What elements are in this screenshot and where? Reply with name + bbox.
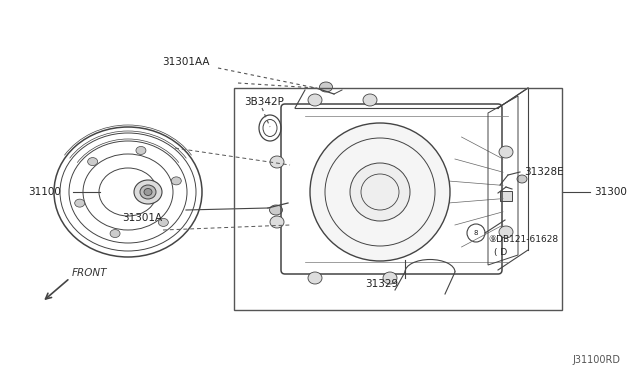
Ellipse shape	[136, 147, 146, 154]
Ellipse shape	[499, 226, 513, 238]
Ellipse shape	[308, 94, 322, 106]
Text: 31100: 31100	[28, 187, 61, 197]
Text: 31301A: 31301A	[122, 213, 162, 223]
Ellipse shape	[270, 216, 284, 228]
Text: 3B342P: 3B342P	[244, 97, 284, 107]
Text: 8: 8	[474, 230, 478, 236]
Ellipse shape	[140, 185, 156, 199]
Ellipse shape	[383, 272, 397, 284]
Ellipse shape	[172, 177, 181, 185]
Ellipse shape	[319, 82, 333, 92]
Ellipse shape	[158, 218, 168, 227]
Text: ⑨DB121-61628: ⑨DB121-61628	[488, 235, 558, 244]
Text: FRONT: FRONT	[72, 268, 108, 278]
Ellipse shape	[270, 156, 284, 168]
Ellipse shape	[310, 123, 450, 261]
Ellipse shape	[110, 230, 120, 238]
Text: J31100RD: J31100RD	[572, 355, 620, 365]
Text: 31300: 31300	[594, 187, 627, 197]
Bar	[234, 88, 562, 310]
Ellipse shape	[499, 146, 513, 158]
Ellipse shape	[134, 180, 162, 204]
Text: 31329: 31329	[365, 279, 399, 289]
Ellipse shape	[144, 189, 152, 196]
Ellipse shape	[88, 158, 98, 166]
Bar	[500, 191, 512, 201]
Ellipse shape	[308, 272, 322, 284]
Ellipse shape	[363, 94, 377, 106]
Text: 31301AA: 31301AA	[163, 57, 210, 67]
Ellipse shape	[75, 199, 84, 207]
Ellipse shape	[269, 205, 282, 215]
Text: 31328E: 31328E	[524, 167, 564, 177]
Ellipse shape	[517, 175, 527, 183]
Text: ( D: ( D	[494, 247, 508, 257]
Ellipse shape	[350, 163, 410, 221]
